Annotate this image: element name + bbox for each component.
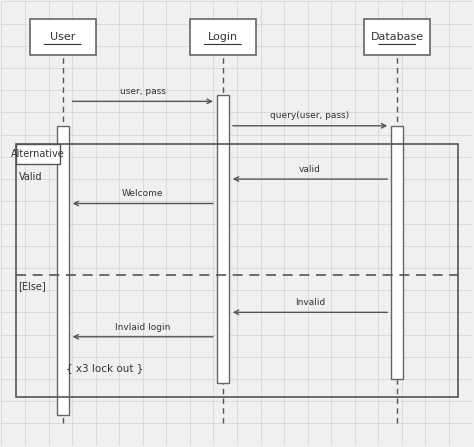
Text: Welcome: Welcome bbox=[122, 189, 164, 198]
Text: Valid: Valid bbox=[19, 172, 43, 182]
Text: Database: Database bbox=[371, 32, 424, 42]
Text: { x3 lock out }: { x3 lock out } bbox=[66, 363, 144, 373]
Bar bbox=[190, 19, 256, 55]
Text: user, pass: user, pass bbox=[120, 87, 166, 96]
Bar bbox=[364, 19, 430, 55]
Text: Invalid: Invalid bbox=[295, 298, 325, 307]
Bar bbox=[392, 126, 403, 379]
Text: Alternative: Alternative bbox=[11, 148, 65, 159]
Bar bbox=[217, 95, 229, 384]
Text: Login: Login bbox=[208, 32, 238, 42]
Text: [Else]: [Else] bbox=[18, 281, 46, 291]
Text: Invlaid login: Invlaid login bbox=[115, 322, 171, 332]
Bar bbox=[16, 143, 60, 164]
Text: User: User bbox=[50, 32, 75, 42]
Bar bbox=[16, 143, 458, 397]
Text: valid: valid bbox=[299, 165, 321, 174]
Bar bbox=[30, 19, 96, 55]
Text: query(user, pass): query(user, pass) bbox=[271, 111, 350, 121]
Bar bbox=[57, 126, 69, 414]
